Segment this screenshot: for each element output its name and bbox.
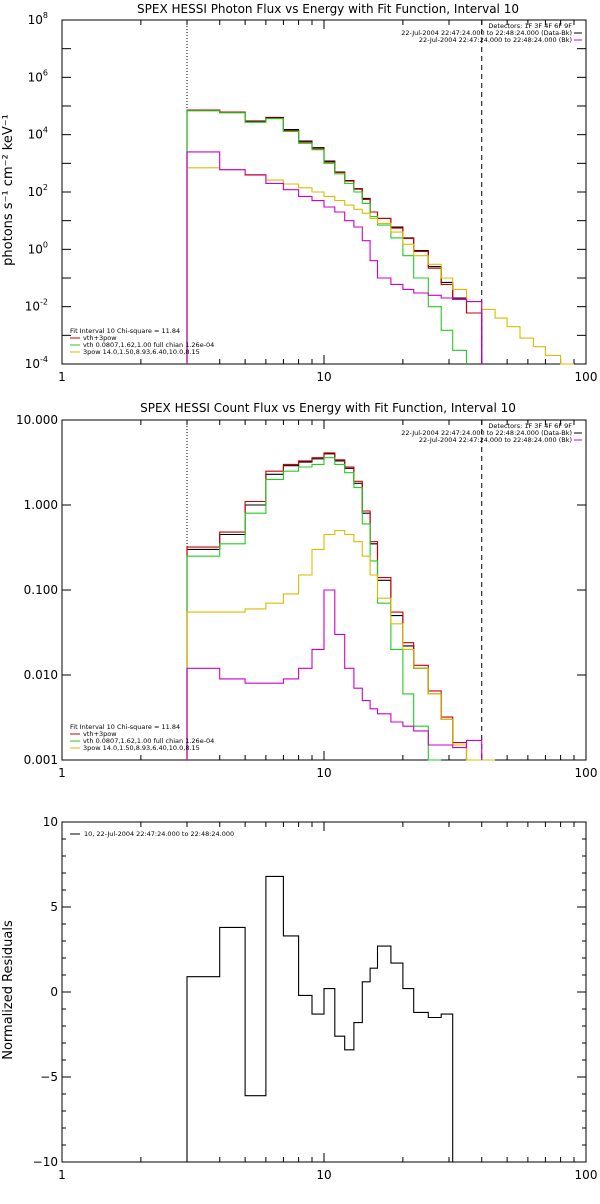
x-tick-label: 100: [575, 370, 598, 384]
x-tick-label: 10: [316, 766, 331, 780]
legend-top-entry: Detectors: 1F 3F 4F 6F 9F: [488, 22, 572, 30]
legend-bottom-entry: Fit Interval 10 Chi-square = 11.84: [70, 723, 180, 731]
series-line-1: [186, 109, 483, 364]
x-tick-label: 1: [58, 1168, 66, 1182]
residuals-ylabel: Normalized Residuals: [1, 920, 16, 1060]
y-tick-label: 0: [50, 985, 58, 999]
y-tick-label: 108: [28, 11, 48, 27]
y-tick-label: −10: [33, 1155, 58, 1169]
series-line-3: [186, 167, 574, 365]
y-tick-label: 0.100: [24, 583, 58, 597]
count-flux-panel: SPEX HESSI Count Flux vs Energy with Fit…: [16, 401, 597, 780]
legend-top-entry: 22-Jul-2004 22:47:24.000 to 22:48:24.000…: [401, 29, 572, 37]
y-tick-label: 10: [43, 815, 58, 829]
y-tick-label: 10-2: [25, 298, 48, 314]
y-tick-label: 106: [28, 68, 48, 84]
y-tick-label: 10.000: [16, 413, 58, 427]
legend-bottom-entry: Fit Interval 10 Chi-square = 11.84: [70, 327, 180, 335]
x-tick-label: 100: [575, 1168, 598, 1182]
legend-bottom-entry: 3pow 14.0,1.50,8.93,6.40,10.0,8.15: [83, 744, 200, 752]
legend-bottom-entry: vth 0.0807,1.62,1.00 full chian 1.26e-04: [83, 341, 214, 349]
y-tick-label: 100: [28, 240, 48, 256]
legend-top-entry: 22-Jul-2004 22:47:24.000 to 22:48:24.000…: [401, 429, 572, 437]
legend-bottom-entry: vth 0.0807,1.62,1.00 full chian 1.26e-04: [83, 737, 214, 745]
photon-flux-title: SPEX HESSI Photon Flux vs Energy with Fi…: [137, 2, 519, 16]
legend-bottom-entry: vth+3pow: [83, 334, 117, 342]
series-line-0: [186, 875, 454, 1162]
series-line-4: [186, 589, 483, 760]
photon-flux-ylabel: photons s⁻¹ cm⁻² keV⁻¹: [1, 114, 16, 266]
y-tick-label: 10-4: [25, 355, 48, 371]
x-tick-label: 1: [58, 370, 66, 384]
x-tick-label: 100: [575, 766, 598, 780]
series-line-3: [186, 530, 496, 761]
legend-top-entry: Detectors: 1F 3F 4F 6F 9F: [488, 422, 572, 430]
series-line-2: [186, 110, 468, 364]
series-line-2: [186, 457, 442, 761]
y-tick-label: 1.000: [24, 498, 58, 512]
legend-top-entry: 22-Jul-2004 22:47:24.000 to 22:48:24.000…: [419, 36, 572, 44]
legend-top-entry: 10, 22-Jul-2004 22:47:24.000 to 22:48:24…: [84, 830, 234, 838]
y-tick-label: 102: [28, 183, 48, 199]
legend-top-entry: 22-Jul-2004 22:47:24.000 to 22:48:24.000…: [419, 436, 572, 444]
legend-bottom-entry: 3pow 14.0,1.50,8.93,6.40,10.0,8.15: [83, 348, 200, 356]
y-tick-label: 104: [28, 126, 48, 142]
y-tick-label: −5: [40, 1070, 58, 1084]
photon-flux-panel: SPEX HESSI Photon Flux vs Energy with Fi…: [1, 2, 597, 384]
x-tick-label: 1: [58, 766, 66, 780]
x-tick-label: 10: [316, 1168, 331, 1182]
y-tick-label: 0.010: [24, 668, 58, 682]
y-tick-label: 0.001: [24, 753, 58, 767]
count-flux-title: SPEX HESSI Count Flux vs Energy with Fit…: [140, 401, 516, 415]
x-tick-label: 10: [316, 370, 331, 384]
legend-bottom-entry: vth+3pow: [83, 730, 117, 738]
series-line-4: [186, 151, 483, 364]
series-line-0: [186, 109, 483, 364]
y-tick-label: 5: [50, 900, 58, 914]
residuals-panel: Normalized Residuals 1 10 100 −10 −5 0 5 10 10, …: [1, 815, 597, 1182]
